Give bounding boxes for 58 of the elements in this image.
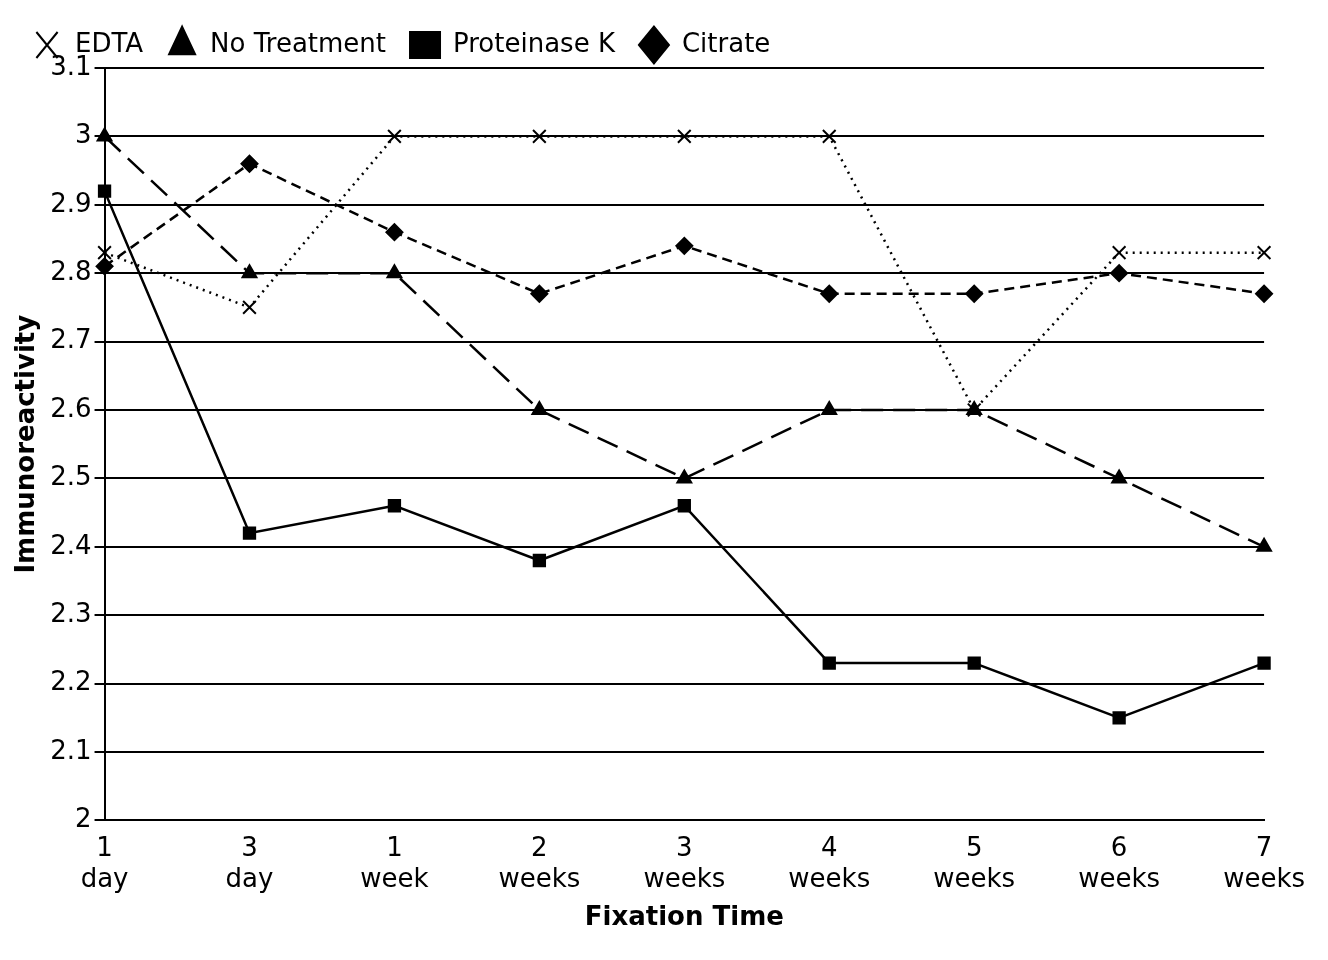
point <box>1111 245 1127 261</box>
point <box>675 236 694 255</box>
point <box>532 129 547 144</box>
point <box>676 129 692 144</box>
point <box>822 656 836 670</box>
y-tick-label: 3 <box>75 119 92 150</box>
x-tick-label: 1 day <box>80 831 129 893</box>
point <box>242 300 257 315</box>
x-tick-label: 3 weeks <box>643 831 726 893</box>
point <box>95 257 114 276</box>
point <box>1257 656 1271 670</box>
point <box>821 401 838 415</box>
y-tick-label: 2.1 <box>50 734 92 765</box>
y-tick-label: 2 <box>75 803 92 834</box>
point <box>532 553 547 568</box>
point <box>241 264 258 279</box>
legend-label: Citrate <box>681 27 771 58</box>
point <box>386 264 403 279</box>
point <box>1111 469 1128 484</box>
point <box>1110 264 1129 283</box>
y-tick-label: 2.5 <box>50 461 92 492</box>
x-tick-label: 2 weeks <box>498 831 581 893</box>
point <box>240 154 259 173</box>
point <box>242 526 257 540</box>
point <box>97 245 112 261</box>
point <box>387 129 402 144</box>
point <box>676 469 693 484</box>
x-tick-label: 1 week <box>360 831 429 893</box>
y-tick-label: 2.2 <box>50 666 92 697</box>
y-tick-label: 2.4 <box>50 529 92 560</box>
y-tick-label: 2.7 <box>50 324 92 355</box>
y-tick-label: 2.8 <box>50 255 92 286</box>
y-tick-label: 2.9 <box>50 187 92 218</box>
point <box>1256 245 1272 261</box>
point <box>820 284 839 303</box>
point <box>965 284 984 303</box>
legend-label: No Treatment <box>210 27 387 58</box>
point <box>530 284 549 303</box>
point <box>387 499 402 513</box>
point <box>97 184 112 198</box>
y-tick-label: 2.3 <box>50 597 92 628</box>
point <box>385 223 404 242</box>
point <box>1255 284 1274 303</box>
point <box>1256 537 1272 552</box>
x-tick-label: 7 weeks <box>1223 831 1305 893</box>
point <box>821 129 837 144</box>
x-tick-label: 4 weeks <box>788 831 871 893</box>
x-axis-title: Fixation Time <box>584 901 784 932</box>
point <box>967 656 981 670</box>
x-tick-label: 5 weeks <box>933 831 1016 893</box>
x-tick-label: 3 day <box>225 831 274 893</box>
legend-label: Proteinase K <box>453 27 616 58</box>
point <box>531 401 548 415</box>
x-tick-label: 6 weeks <box>1078 831 1161 893</box>
point <box>677 499 691 513</box>
point <box>1112 711 1126 725</box>
y-axis-title: Immunoreactivity <box>10 314 41 574</box>
y-tick-label: 2.6 <box>50 392 92 423</box>
